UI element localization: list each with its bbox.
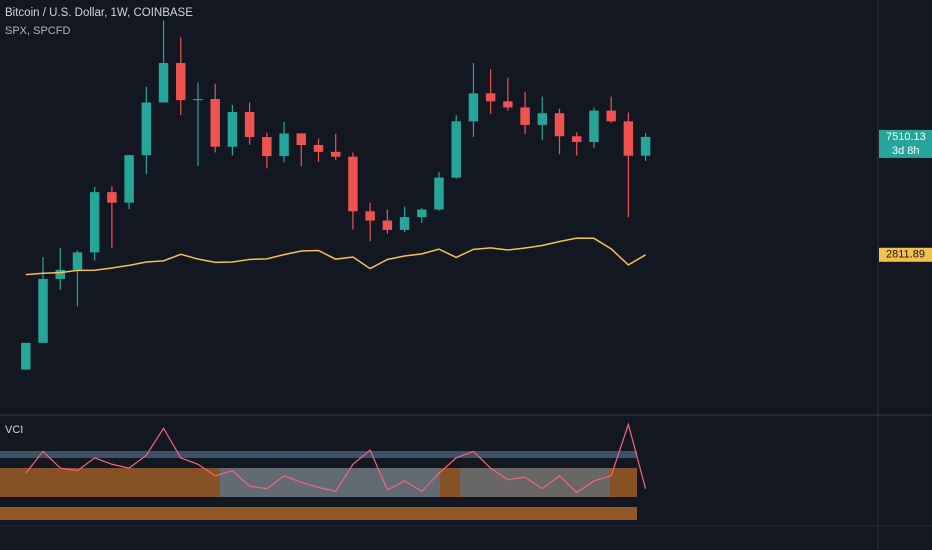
candle-body <box>89 192 100 253</box>
candle-body <box>485 93 496 102</box>
candle-body <box>262 137 272 157</box>
overlay-line <box>25 237 646 276</box>
last-price-label: 2811.89 <box>886 249 925 261</box>
candle-body <box>623 121 634 156</box>
last-price-badge <box>879 247 932 262</box>
candle-body <box>21 342 31 370</box>
candle-body <box>124 155 134 203</box>
candle-body <box>382 220 393 230</box>
candle-body <box>434 177 444 210</box>
labels: 2811.89 7510.13 3d 8h <box>879 129 932 262</box>
band <box>460 468 610 497</box>
candle-body <box>503 101 513 108</box>
candle-body <box>589 110 599 142</box>
candle-body <box>640 136 651 156</box>
plot <box>0 20 651 520</box>
band <box>0 507 637 520</box>
countdown-label: 3d 8h <box>892 145 920 157</box>
candle-body <box>38 278 48 343</box>
candle-body <box>279 133 289 157</box>
candle-body <box>244 112 255 138</box>
candle-body <box>107 192 117 203</box>
chart-title: Bitcoin / U.S. Dollar, 1W, COINBASE <box>5 7 193 19</box>
candle-body <box>537 113 548 125</box>
candle-body <box>330 151 341 157</box>
candle-body <box>417 209 427 218</box>
overlay-legend: SPX, SPCFD <box>5 25 70 37</box>
candle-body <box>296 133 307 145</box>
pane-title: VCI <box>5 424 23 436</box>
candle-body <box>193 98 203 101</box>
indicator-line <box>25 422 647 494</box>
candle-body <box>55 269 65 279</box>
candle-body <box>399 217 410 230</box>
candle-body <box>606 110 616 122</box>
band <box>0 451 637 458</box>
candle-body <box>158 63 169 103</box>
candle-body <box>348 156 358 212</box>
candle-body <box>227 112 238 147</box>
candle-body <box>210 98 220 147</box>
candle-body <box>365 211 375 221</box>
candle-body <box>176 63 186 101</box>
band <box>220 468 440 497</box>
candle-body <box>72 252 83 270</box>
last-price-label: 7510.13 <box>886 131 926 143</box>
candle-body <box>554 113 565 137</box>
candle-body <box>313 144 324 152</box>
last-price-badge <box>879 129 932 158</box>
candle-body <box>141 102 152 156</box>
candle-body <box>468 93 479 122</box>
candle-body <box>520 107 530 125</box>
candle-body <box>451 121 461 178</box>
candle-body <box>571 136 582 142</box>
